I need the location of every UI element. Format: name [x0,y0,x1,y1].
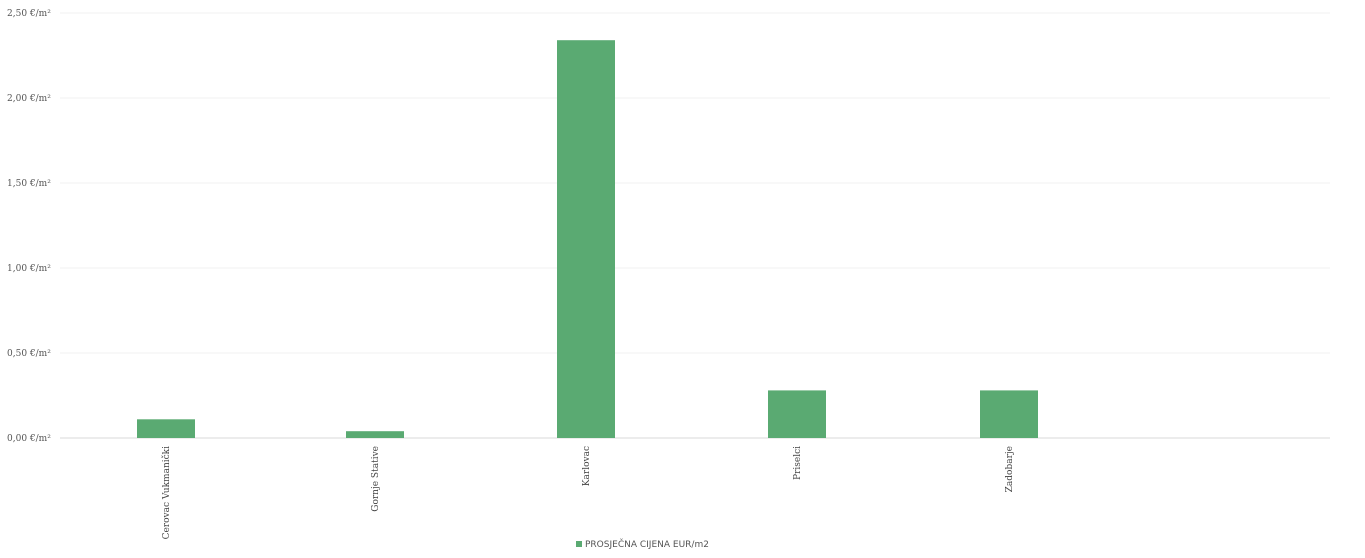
bar [557,40,615,438]
x-category-label: Karlovac [582,446,592,486]
y-tick-label: 2,00 €/m² [7,94,51,104]
y-tick-label: 1,00 €/m² [7,264,51,274]
y-tick-label: 1,50 €/m² [7,179,51,189]
x-axis-category-labels: Cerovac Vukmanički Gornje Stative Karlovac… [161,446,1015,540]
legend-label: PROSJEČNA CIJENA EUR/m2 [585,538,709,550]
bar [980,390,1038,438]
bar [768,390,826,438]
x-category-label: Priselci [793,446,803,480]
legend: PROSJEČNA CIJENA EUR/m2 [576,538,709,550]
x-category-label: Cerovac Vukmanički [161,446,172,540]
x-category-label: Gornje Stative [371,446,381,512]
y-axis-tick-labels: 0,00 €/m² 0,50 €/m² 1,00 €/m² 1,50 €/m² 2,00… [7,9,51,444]
x-category-label: Zadobarje [1005,446,1015,492]
bars [137,40,1038,438]
y-tick-label: 0,50 €/m² [7,349,51,359]
gridlines [60,12,1330,439]
y-tick-label: 0,00 €/m² [7,434,51,444]
legend-swatch [576,541,582,547]
bar [137,419,195,438]
y-tick-label: 2,50 €/m² [7,9,51,19]
bar [346,431,404,438]
